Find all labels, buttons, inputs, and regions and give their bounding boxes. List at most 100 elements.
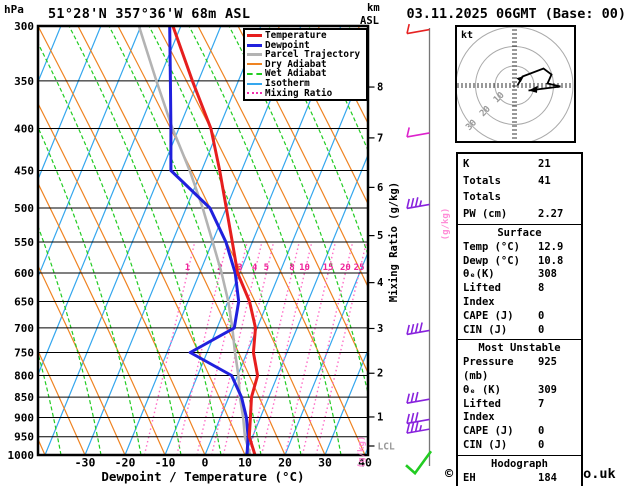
panel-section-header: Surface (497, 227, 542, 239)
pressure-tick-label: 650 (14, 296, 34, 309)
wind-barb (406, 127, 430, 138)
isotherm-line (44, 26, 222, 455)
legend-item: Dewpoint (247, 41, 366, 51)
panel-row-value: 2.27 (538, 207, 564, 220)
pressure-tick-label: 750 (14, 346, 34, 359)
panel-row: θₑ (K) 309 (458, 384, 581, 398)
wet-adiabat-line (108, 26, 262, 455)
panel-section: Surface Temp (°C) 12.9 Dewp (°C) 10.8 θₑ(K) 30… (458, 224, 581, 339)
pressure-tick-label: 350 (14, 75, 34, 88)
panel-section-header: Most Unstable (478, 342, 561, 355)
legend-item-label: Wet Adiabat (265, 68, 327, 80)
mixing-ratio-value-label: 10 (299, 263, 310, 273)
wet-adiabat-line (38, 350, 62, 455)
x-axis-title: Dewpoint / Temperature (°C) (101, 469, 305, 484)
panel-row-value: 10.8 (538, 254, 564, 267)
panel-row-label: K (463, 158, 470, 170)
panel-row-label: Pressure (mb) (463, 356, 514, 382)
panel-row-label: Lifted Index (463, 397, 501, 424)
temp-tick-label: 0 (202, 456, 209, 470)
dry-adiabat-line (38, 349, 86, 455)
storm-motion-arrowhead (528, 85, 538, 93)
wet-adiabat-line (148, 26, 302, 455)
mixing-ratio-value-label: 20 (340, 263, 351, 273)
panel-row-value: 21 (538, 158, 551, 170)
page-title: 51°28'N 357°36'W 68m ASL (48, 6, 251, 22)
wind-barb (406, 412, 430, 425)
panel-row-value: 309 (538, 383, 557, 396)
temp-tick-label: -20 (115, 456, 136, 470)
isotherm-line (84, 26, 262, 455)
legend: Temperature Dewpoint Parcel Trajectory Dry … (243, 28, 368, 101)
panel-row: K 21 (458, 156, 581, 173)
panel-row: CAPE (J) 0 (458, 425, 581, 439)
mixing-ratio-value-label: 4 (252, 263, 258, 273)
ghost-gkg-label: (g/kg) (441, 208, 451, 241)
panel-row-value: 8 (538, 282, 545, 295)
pressure-tick-label: 400 (14, 123, 34, 136)
plot-border (36, 24, 370, 457)
panel-row-value: 12.9 (538, 240, 564, 253)
mixing-ratio-line (143, 241, 196, 455)
dry-adiabat-line (38, 26, 246, 455)
dry-adiabat-line (38, 182, 166, 455)
isotherm-line (38, 26, 182, 377)
wind-barb (406, 197, 430, 210)
wet-adiabat-line (68, 26, 222, 455)
panel-row-label: Temp (°C) (463, 240, 520, 253)
km-tick-label: 1 (377, 411, 383, 423)
panel-section-header: Hodograph (491, 457, 548, 470)
panel-row: Lifted Index 8 (458, 282, 581, 310)
panel-row-value: 925 (538, 356, 557, 369)
wind-barb (406, 391, 430, 404)
temp-tick-label: 40 (358, 456, 372, 470)
legend-item: Parcel Trajectory (247, 50, 366, 60)
mixing-ratio-value-label: 25 (354, 263, 365, 273)
run-date: 03.11.2025 06GMT (Base: 00) (406, 6, 626, 22)
panel-row: EH 184 (458, 472, 581, 486)
pressure-tick-label: 700 (14, 322, 34, 335)
pressure-tick-label: 600 (14, 267, 34, 280)
dewpoint-legend-sample (247, 43, 262, 47)
indices-panel: K 21 Totals Totals 41 PW (cm) 2.27 Surface Temp… (456, 152, 583, 486)
panel-row-value: 0 (538, 323, 545, 336)
panel-row-label: CAPE (J) (463, 425, 514, 438)
dewpoint-curve (168, 26, 250, 455)
legend-item-label: Dry Adiabat (265, 58, 327, 70)
dry-adiabat-line (197, 26, 368, 375)
panel-row-label: PW (cm) (463, 207, 508, 220)
panel-row: Lifted Index 7 (458, 398, 581, 426)
mixing-ratio-line (248, 241, 300, 455)
legend-item: Dry Adiabat (247, 60, 366, 70)
wet-adiabat-line (38, 42, 182, 455)
legend-item: Mixing Ratio (247, 88, 366, 98)
legend-item-label: Isotherm (265, 78, 310, 89)
panel-row-label: EH (463, 471, 476, 484)
wet-adiabat-line (38, 125, 142, 455)
pressure-tick-label: 300 (14, 20, 34, 33)
panel-row-label: CIN (J) (463, 323, 508, 336)
temp-tick-label: -10 (155, 456, 176, 470)
sounding-curves (137, 26, 260, 455)
temperature-curve (171, 26, 260, 455)
dry-adiabat-line (157, 26, 366, 455)
parcel-trajectory-legend-sample (247, 53, 262, 57)
panel-row-value: 41 (538, 174, 551, 187)
legend-item-label: Parcel Trajectory (265, 49, 361, 61)
panel-row: Pressure (mb) 925 (458, 356, 581, 384)
pressure-tick-label: 450 (14, 164, 34, 177)
isotherm-line (38, 26, 142, 279)
km-tick-label: 7 (377, 132, 383, 144)
km-tick-label: 5 (377, 230, 383, 242)
panel-row-value: 7 (538, 397, 545, 410)
km-tick-label: 8 (377, 82, 383, 94)
panel-row: CAPE (J) 0 (458, 310, 581, 324)
mixing-ratio-line (315, 241, 368, 455)
panel-row-label: CAPE (J) (463, 309, 514, 322)
parcel-trajectory-curve (137, 26, 252, 455)
wet-adiabat-line (38, 224, 102, 455)
wind-barb (406, 421, 430, 434)
hodograph-unit-label: kt (461, 30, 473, 41)
panel-row-value: 0 (538, 438, 545, 451)
